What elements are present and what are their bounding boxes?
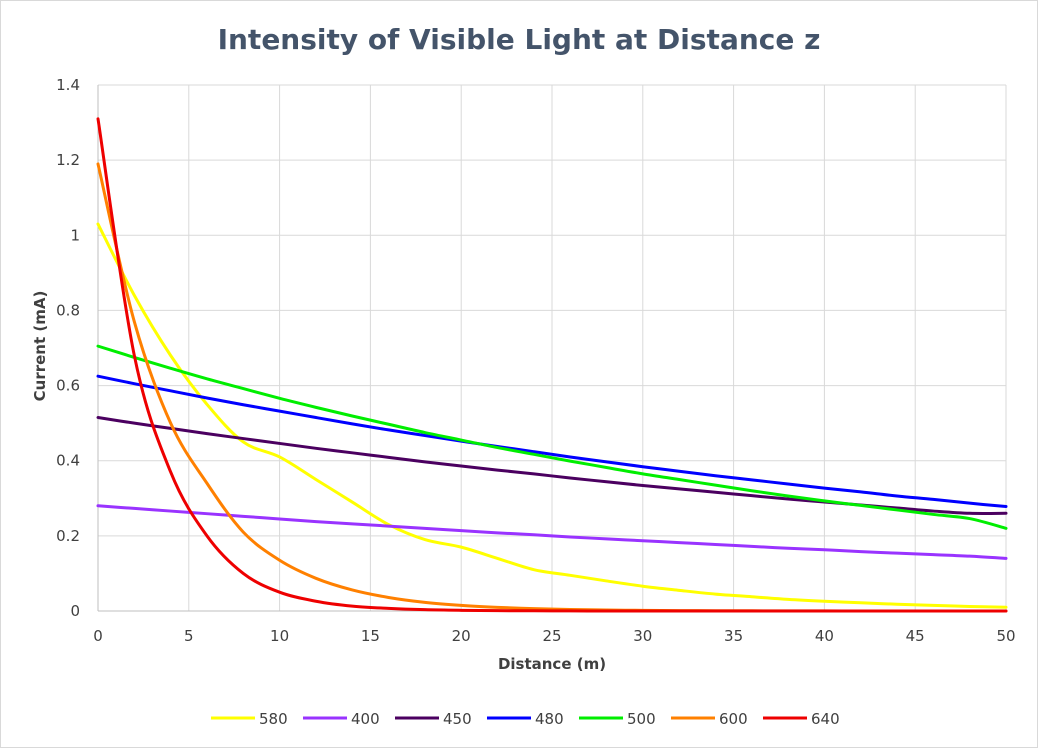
y-tick-label: 0.6 (56, 377, 80, 395)
series-line-500 (96, 344, 1008, 530)
legend-label: 400 (351, 710, 380, 728)
legend-label: 600 (719, 710, 748, 728)
legend-item-450: 450 (395, 710, 472, 728)
legend-label: 450 (443, 710, 472, 728)
x-tick-label: 25 (542, 627, 561, 645)
y-tick-label: 1 (70, 226, 80, 244)
legend-label: 640 (811, 710, 840, 728)
legend-item-400: 400 (303, 710, 380, 728)
x-axis-title: Distance (m) (498, 655, 606, 673)
legend: 580 400 450 480 500 600 640 (211, 710, 840, 728)
legend-label: 580 (259, 710, 288, 728)
x-tick-label: 30 (633, 627, 652, 645)
y-tick-label: 1.2 (56, 151, 80, 169)
series-line-580 (96, 222, 1008, 609)
legend-item-480: 480 (487, 710, 564, 728)
legend-item-500: 500 (579, 710, 656, 728)
y-tick-label: 0 (70, 602, 80, 620)
y-tick-label: 0.2 (56, 527, 80, 545)
series-line-640 (96, 117, 1008, 613)
x-tick-label: 20 (452, 627, 471, 645)
x-tick-label: 15 (361, 627, 380, 645)
legend-label: 480 (535, 710, 564, 728)
x-tick-label: 10 (270, 627, 289, 645)
series-lines (96, 117, 1008, 613)
y-axis-title: Current (mA) (31, 291, 49, 402)
legend-item-580: 580 (211, 710, 288, 728)
axes: 0 0.2 0.4 0.6 0.8 1 1.2 1.4 0 5 10 15 20 25 30 35 40 45 50 (56, 76, 1015, 645)
x-tick-label: 5 (184, 627, 194, 645)
gridlines (98, 84, 1007, 611)
x-tick-label: 50 (996, 627, 1015, 645)
y-tick-label: 0.8 (56, 301, 80, 319)
x-tick-label: 35 (724, 627, 743, 645)
legend-item-600: 600 (671, 710, 748, 728)
y-tick-label: 1.4 (56, 76, 80, 94)
legend-label: 500 (627, 710, 656, 728)
x-tick-label: 45 (906, 627, 925, 645)
x-tick-label: 0 (93, 627, 103, 645)
x-tick-label: 40 (815, 627, 834, 645)
chart-title: Intensity of Visible Light at Distance z (218, 23, 821, 56)
legend-item-640: 640 (763, 710, 840, 728)
series-line-400 (96, 504, 1008, 560)
series-line-480 (96, 374, 1008, 509)
y-tick-label: 0.4 (56, 452, 80, 470)
